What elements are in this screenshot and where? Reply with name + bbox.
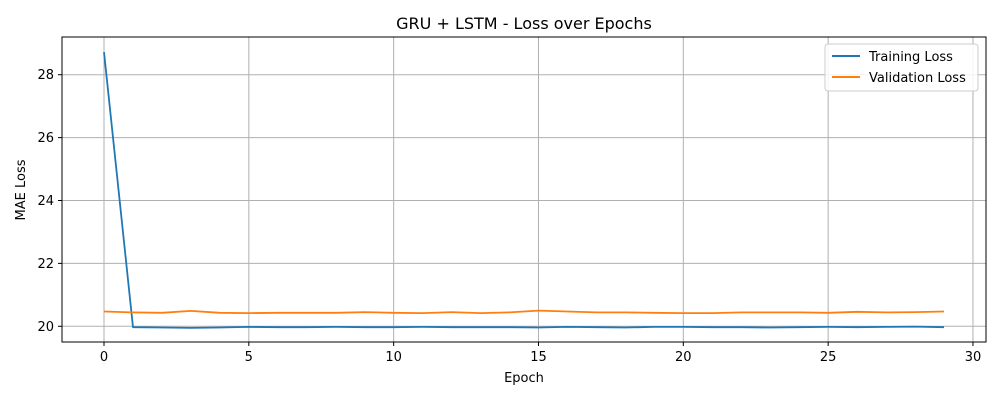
y-tick-label: 24 xyxy=(37,194,54,209)
y-tick-label: 26 xyxy=(37,131,54,146)
series-line-training-loss xyxy=(103,52,945,329)
series-line-validation-loss xyxy=(103,309,945,315)
x-tick-label: 15 xyxy=(530,350,547,365)
x-axis-label: Epoch xyxy=(504,371,544,386)
axis-ticks: 0 5 10 15 20 25 30 20 22 24 26 28 xyxy=(37,68,981,365)
x-tick-label: 25 xyxy=(820,350,837,365)
legend-label-validation: Validation Loss xyxy=(869,71,966,86)
x-tick-label: 0 xyxy=(100,350,108,365)
y-axis-label: MAE Loss xyxy=(14,159,29,220)
y-tick-label: 28 xyxy=(37,68,54,83)
x-tick-label: 20 xyxy=(675,350,692,365)
y-tick-label: 20 xyxy=(37,320,54,335)
plot-frame xyxy=(61,36,987,343)
series-lines xyxy=(103,52,945,329)
legend-label-training: Training Loss xyxy=(868,50,953,65)
x-tick-label: 30 xyxy=(965,350,982,365)
chart-title: GRU + LSTM - Loss over Epochs xyxy=(396,14,652,33)
x-tick-label: 10 xyxy=(385,350,402,365)
x-tick-label: 5 xyxy=(245,350,253,365)
legend: Training Loss Validation Loss xyxy=(824,43,979,92)
legend-box xyxy=(824,43,979,92)
y-tick-label: 22 xyxy=(37,257,54,272)
